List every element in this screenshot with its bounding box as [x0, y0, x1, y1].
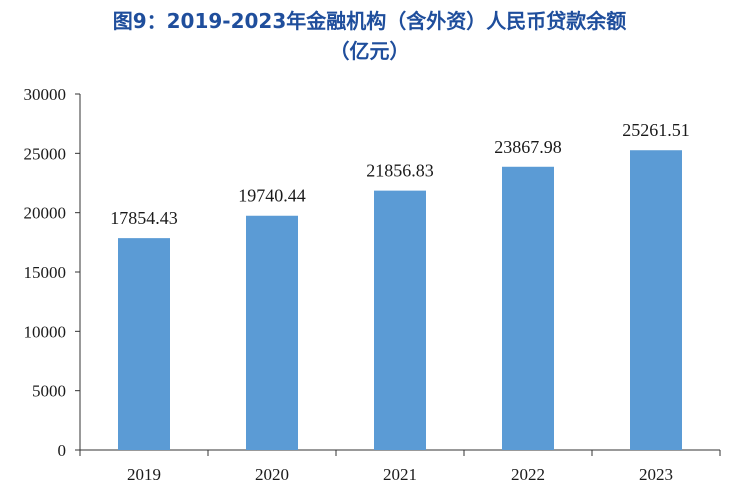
data-label-2019: 17854.43: [110, 208, 178, 228]
chart-title-line1: 图9：2019-2023年金融机构（含外资）人民币贷款余额: [112, 9, 627, 33]
bar-2021: [374, 190, 426, 451]
y-axis: 0 5000 10000 15000 20000 25000 30000: [24, 85, 81, 460]
x-tick-label-2023: 2023: [639, 465, 673, 484]
y-tick-label: 30000: [24, 85, 67, 104]
chart-title-line2: （亿元）: [329, 39, 410, 63]
x-tick-label-2021: 2021: [383, 465, 417, 484]
chart-title: 图9：2019-2023年金融机构（含外资）人民币贷款余额 （亿元）: [0, 6, 739, 66]
bar-2019: [118, 238, 170, 450]
bar-2020: [246, 215, 298, 450]
data-label-2022: 23867.98: [494, 137, 562, 157]
data-label-2023: 25261.51: [622, 120, 690, 140]
x-tick-label-2022: 2022: [511, 465, 545, 484]
data-label-2021: 21856.83: [366, 161, 434, 181]
y-tick-label: 10000: [24, 322, 67, 341]
y-tick-label: 5000: [32, 382, 66, 401]
data-labels: 17854.43 19740.44 21856.83 23867.98 25261.51: [110, 120, 690, 228]
bar-2022: [502, 166, 554, 450]
y-tick-label: 25000: [24, 144, 67, 163]
x-axis: 2019 2020 2021 2022 2023: [79, 449, 721, 484]
x-tick-label-2019: 2019: [127, 465, 161, 484]
data-label-2020: 19740.44: [238, 186, 306, 206]
x-tick-label-2020: 2020: [255, 465, 289, 484]
y-tick-label: 20000: [24, 204, 67, 223]
bar-2023: [630, 150, 682, 450]
bars: [118, 150, 682, 451]
y-tick-label: 0: [58, 441, 67, 460]
y-tick-label: 15000: [24, 263, 67, 282]
